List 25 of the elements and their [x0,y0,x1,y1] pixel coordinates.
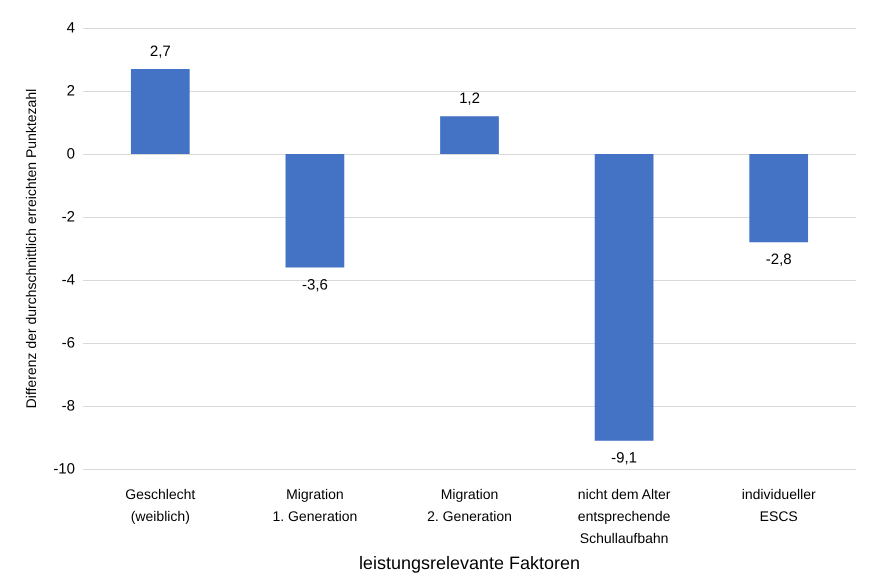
y-tick-label: 2 [66,82,75,100]
bar [594,154,654,441]
x-tick-label: individueller ESCS [742,486,816,524]
y-tick-label: -4 [62,272,75,289]
y-tick-label: -8 [62,398,75,415]
x-tick-label: Geschlecht (weiblich) [125,486,196,524]
y-tick-label: 0 [66,146,75,163]
bar [130,68,190,154]
bar [286,154,344,268]
x-axis-title: leistungsrelevante Faktoren [358,553,580,573]
y-tick-label: 4 [66,20,75,36]
data-label: 2,7 [150,42,171,60]
y-tick-label: -6 [62,334,75,352]
x-tick-label: nicht dem Alter entsprechende Schullaufbahn [578,486,671,546]
bar [440,116,499,154]
data-label: 1,2 [459,90,480,108]
data-label: -3,6 [302,276,328,294]
y-axis-title: Differenz der durchschnittlich erreichten Punktezahl [23,88,39,408]
x-tick-label: Migration 2. Generation [427,486,512,524]
bar [749,154,808,242]
data-label: -2,8 [766,251,792,268]
data-label: -9,1 [611,450,638,467]
y-tick-label: -10 [53,460,75,478]
y-tick-label: -2 [62,208,75,226]
x-tick-label: Migration 1. Generation [272,486,358,524]
